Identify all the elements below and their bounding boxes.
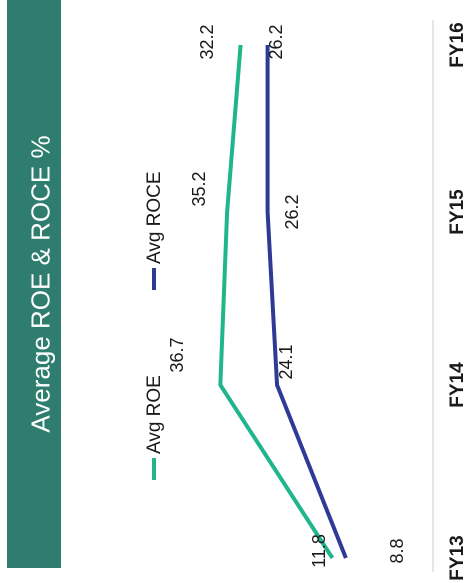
title-bar: Average ROE & ROCE % bbox=[7, 0, 61, 568]
data-label: 8.8 bbox=[387, 538, 407, 563]
data-label: 24.1 bbox=[276, 344, 296, 379]
category-tick-label: FY14 bbox=[447, 362, 468, 408]
category-tick-label: FY16 bbox=[447, 22, 468, 67]
data-label: 26.2 bbox=[266, 24, 286, 59]
legend-label: Avg ROCE bbox=[144, 171, 165, 264]
data-label: 11.8 bbox=[309, 534, 329, 568]
data-label: 35.2 bbox=[189, 171, 209, 206]
category-tick-label: FY13 bbox=[447, 535, 468, 580]
data-label: 36.7 bbox=[167, 337, 187, 372]
category-tick-label: FY15 bbox=[447, 189, 468, 235]
series-line-roce bbox=[265, 45, 348, 559]
legend-label: Avg ROE bbox=[144, 375, 165, 454]
data-label: 32.2 bbox=[197, 24, 217, 59]
data-label: 26.2 bbox=[282, 194, 302, 229]
series-line-roe bbox=[218, 44, 335, 560]
